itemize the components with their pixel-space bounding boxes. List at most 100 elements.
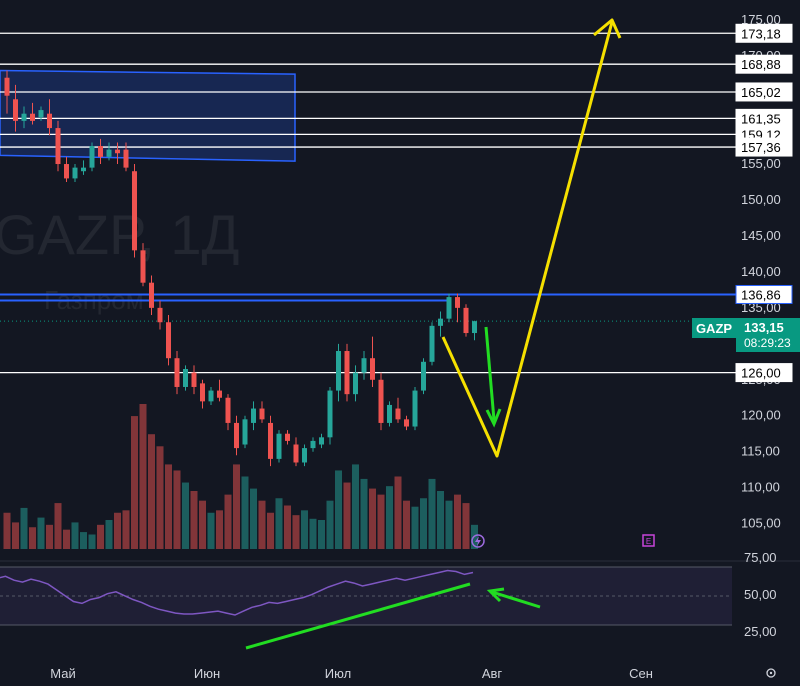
volume-bar	[275, 498, 283, 549]
candle-body	[132, 171, 137, 251]
candle-body	[140, 250, 146, 283]
candle-body	[166, 322, 171, 359]
volume-bar	[224, 494, 232, 549]
volume-bar	[241, 476, 249, 549]
candle-body	[463, 307, 469, 334]
volume-bar	[394, 476, 402, 549]
candle-body	[353, 372, 358, 395]
candle-body	[378, 379, 384, 423]
candle-body	[242, 419, 248, 445]
candle-body	[13, 99, 18, 121]
candle-body	[64, 164, 69, 179]
volume-bar	[233, 464, 240, 549]
candle-body	[361, 358, 367, 373]
volume-bar	[63, 529, 70, 549]
volume-bar	[437, 491, 444, 549]
volume-bar	[131, 416, 138, 549]
volume-bar	[250, 488, 257, 549]
volume-bar	[454, 494, 461, 549]
level-label: 126,00	[741, 366, 781, 381]
candle-body	[251, 408, 256, 423]
candle-body	[404, 419, 409, 427]
candle-body	[208, 390, 214, 402]
level-label: 173,18	[741, 26, 781, 41]
time-tick-label: Июн	[194, 666, 220, 681]
volume-bar	[80, 532, 87, 549]
level-label-box	[735, 363, 793, 383]
candle-body	[4, 77, 10, 96]
rsi-green-arrowhead	[486, 587, 505, 603]
candle-body	[412, 390, 418, 427]
level-label: 157,36	[741, 140, 781, 155]
candle-body	[370, 358, 375, 380]
volume-bar	[403, 500, 410, 549]
candle-body	[225, 397, 231, 423]
level-label-box	[735, 82, 793, 102]
rsi-tick-label: 25,00	[744, 624, 777, 639]
lightning-icon[interactable]	[471, 534, 485, 548]
level-label: 165,02	[741, 85, 781, 100]
candle-body	[387, 404, 392, 423]
volume-bar	[122, 510, 130, 549]
candle-body	[149, 282, 154, 308]
candle-body	[336, 351, 341, 391]
events-icon[interactable]: E	[642, 534, 655, 547]
level-label-box	[735, 284, 793, 304]
price-levels	[0, 32, 736, 374]
candle-body	[268, 422, 273, 459]
volume-bar	[29, 527, 36, 549]
candlestick-series	[4, 70, 477, 467]
volume-bar	[216, 510, 223, 549]
candle-body	[446, 297, 452, 319]
candle-body	[106, 149, 112, 157]
events-label: E	[646, 537, 651, 546]
volume-bar	[88, 534, 96, 549]
candle-body	[115, 149, 120, 154]
volume-bar	[428, 478, 436, 549]
watermark-ticker: GAZP, 1Д	[0, 203, 239, 266]
candle-body	[472, 321, 477, 334]
settings-icon[interactable]	[766, 668, 776, 678]
volume-bar	[148, 434, 155, 549]
price-tick-label: 110,00	[741, 480, 780, 495]
volume-bar	[199, 500, 206, 549]
rsi-tick-label: 50,00	[744, 587, 777, 602]
candle-body	[72, 167, 78, 179]
time-axis[interactable]: Май Июн Июл Авг Сен	[50, 666, 653, 681]
candle-body	[183, 368, 188, 387]
time-tick-label: Июл	[325, 666, 351, 681]
candle-body	[302, 448, 307, 463]
candle-body	[217, 390, 222, 398]
volume-bar	[139, 404, 147, 549]
candle-body	[191, 372, 197, 387]
candle-body	[438, 318, 443, 326]
volume-bar	[386, 486, 393, 549]
volume-bar	[420, 498, 427, 549]
volume-bar	[20, 507, 28, 549]
level-labels: 173,18168,88165,02161,35159,12157,36136,…	[735, 23, 793, 383]
volume-bar	[114, 512, 121, 549]
time-tick-label: Сен	[629, 666, 653, 681]
volume-bar	[54, 503, 62, 549]
candle-body	[234, 422, 239, 449]
yellow-forecast-path	[441, 21, 614, 458]
volume-bar	[105, 520, 113, 549]
volume-bar	[71, 522, 79, 549]
rsi-tick-label: 75,00	[744, 550, 777, 565]
time-tick-label: Май	[50, 666, 75, 681]
volume-bar	[207, 512, 215, 549]
price-tick-label: 105,00	[741, 516, 781, 531]
candle-body	[157, 307, 163, 323]
bar-timer: 08:29:23	[744, 336, 791, 350]
green-down-arrowhead	[485, 408, 502, 428]
candle-body	[174, 358, 180, 387]
candle-body	[21, 113, 27, 121]
level-label: 136,86	[741, 287, 781, 302]
candle-body	[327, 390, 333, 438]
price-tick-label: 140,00	[741, 264, 781, 279]
candle-body	[455, 297, 460, 308]
rsi-axis[interactable]: 75,00 50,00 25,00	[744, 550, 777, 639]
volume-bar	[411, 506, 419, 549]
volume-bar	[3, 512, 11, 549]
